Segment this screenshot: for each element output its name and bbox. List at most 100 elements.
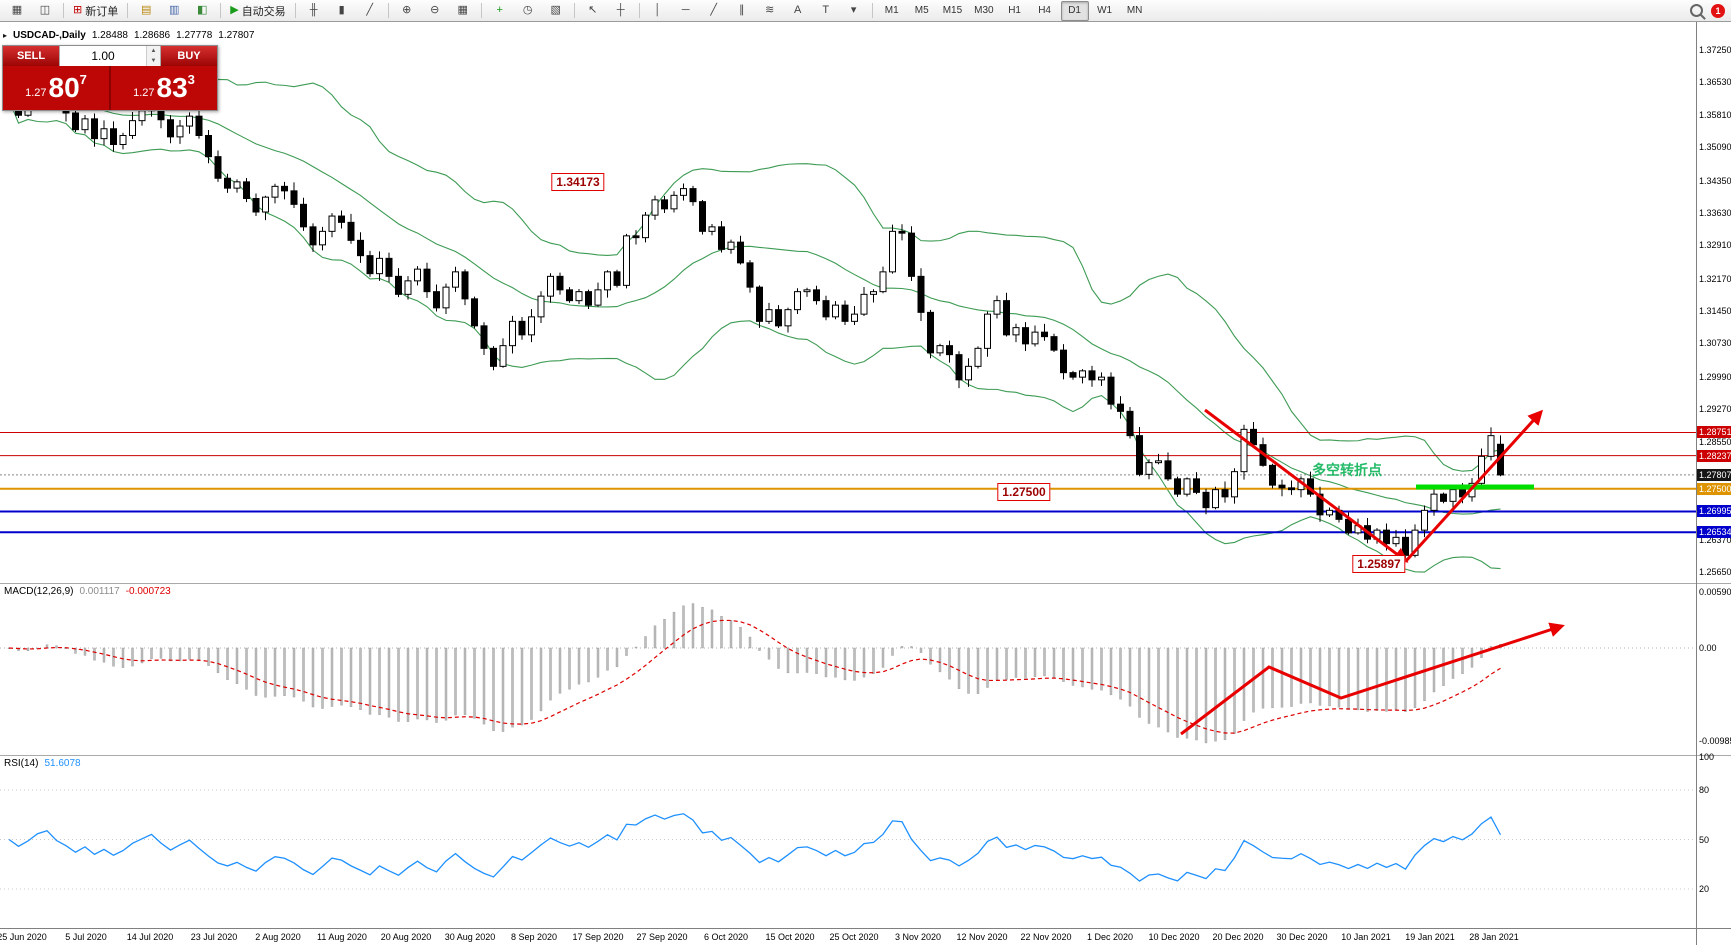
tick-chart-icon[interactable]: ◫	[32, 1, 58, 21]
candlestick-chart-icon: ▮	[338, 4, 345, 16]
main-chart-canvas[interactable]	[0, 22, 1696, 583]
templates-icon[interactable]: ▧	[543, 1, 569, 21]
periods-icon[interactable]: ◷	[515, 1, 541, 21]
trend-arrows[interactable]	[1204, 408, 1544, 563]
charts-grid-icon: ▦	[11, 4, 23, 16]
lot-size-field: ▲ ▼	[59, 46, 161, 66]
macd-signal-value: -0.000723	[125, 586, 171, 597]
rsi-panel-canvas[interactable]	[0, 755, 1696, 928]
price-tick: 1.32910	[1699, 240, 1731, 251]
market-watch-icon[interactable]: ▤	[133, 1, 159, 21]
timeframe-w1[interactable]: W1	[1097, 5, 1113, 16]
crosshair-icon[interactable]: ┼	[608, 1, 634, 21]
data-window-icon[interactable]: ▥	[161, 1, 187, 21]
text-icon[interactable]: A	[785, 1, 811, 21]
lot-size-input[interactable]	[60, 46, 146, 66]
autotrading-button[interactable]: ▶ 自动交易	[226, 1, 289, 21]
timeframe-m15[interactable]: M15	[942, 5, 963, 16]
rsi-axis-tick: 50	[1699, 834, 1710, 845]
trendline-icon[interactable]: ╱	[701, 1, 727, 21]
new-order-button: ⊞	[73, 4, 83, 16]
channel-icon[interactable]: ∥	[729, 1, 755, 21]
price-tick: 1.31450	[1699, 306, 1731, 316]
navigator-icon: ◧	[197, 4, 208, 16]
periods-icon: ◷	[522, 4, 533, 16]
timeframe-h4[interactable]: H4	[1038, 5, 1051, 16]
buy-price[interactable]: 1.27 83 3	[111, 66, 217, 110]
timeframe-m5[interactable]: M5	[914, 5, 929, 16]
bar-chart-icon: ╫	[309, 4, 318, 16]
horizontal-lines	[0, 431, 1696, 534]
macd-trend-arrow[interactable]	[1180, 622, 1565, 736]
navigator-icon[interactable]: ◧	[189, 1, 215, 21]
bar-chart-icon[interactable]: ╫	[301, 1, 327, 21]
horizontal-line-icon[interactable]: ─	[673, 1, 699, 21]
new-order-button-label: 新订单	[85, 5, 119, 18]
sell-price-pip: 7	[79, 71, 87, 87]
cursor-icon[interactable]: ↖	[580, 1, 606, 21]
timeframe-d1[interactable]: D1	[1060, 0, 1089, 21]
timeframe-h1[interactable]: H1	[1008, 5, 1021, 16]
lot-spinner: ▲ ▼	[146, 46, 160, 66]
toolbar-separator	[573, 3, 575, 18]
sell-button[interactable]: SELL	[3, 46, 59, 66]
zoom-out-icon[interactable]: ⊖	[422, 1, 448, 21]
label-icon[interactable]: T	[813, 1, 839, 21]
lot-increase-button[interactable]: ▲	[147, 46, 160, 56]
new-order-button[interactable]: ⊞ 新订单	[69, 1, 122, 21]
collapse-panel-icon[interactable]: ▸	[3, 31, 8, 40]
price-tick: 1.30730	[1699, 338, 1731, 349]
date-label: 10 Dec 2020	[1148, 932, 1200, 942]
toolbar-separator	[294, 3, 296, 18]
notification-badge[interactable]: 1	[1711, 3, 1725, 18]
date-label: 10 Jan 2021	[1341, 932, 1391, 942]
toolbar-groups: ▦ ◫ ⊞ 新订单 ▤ ▥ ◧ ▶ 自动交易 ╫ ▮ ╱ ⊕ ⊖ ▦ + ◷ ▧ ↖ ┼ │ ─ ╱ ∥ ≋ A T ▾ M1 M5 M15…	[4, 0, 1149, 21]
zoom-in-icon[interactable]: ⊕	[394, 1, 420, 21]
price-tick: 1.28550	[1699, 436, 1731, 447]
macd-name: MACD(12,26,9)	[4, 586, 74, 597]
rsi-panel-separator[interactable]	[0, 755, 1731, 756]
price-axis[interactable]: 1.37250 1.36530 1.35810 1.35090 1.34350 1.336…	[1697, 22, 1731, 945]
rsi-axis-tick: 100	[1699, 752, 1715, 762]
sell-price[interactable]: 1.27 80 7	[3, 66, 111, 110]
date-label: 5 Jul 2020	[65, 932, 107, 942]
buy-price-big: 83	[156, 72, 188, 103]
toolbar-separator	[871, 3, 873, 18]
fibonacci-icon[interactable]: ≋	[757, 1, 783, 21]
shapes-dropdown-icon[interactable]: ▾	[841, 1, 867, 21]
tile-windows-icon[interactable]: ▦	[450, 1, 476, 21]
date-label: 8 Sep 2020	[510, 932, 558, 942]
date-label: 1 Dec 2020	[1086, 932, 1134, 942]
vertical-line-icon: │	[654, 4, 662, 16]
macd-main-value: 0.001117	[79, 586, 120, 597]
timeframe-m1[interactable]: M1	[884, 5, 899, 16]
date-label: 20 Aug 2020	[380, 932, 432, 942]
buy-button[interactable]: BUY	[161, 46, 217, 66]
toolbar-separator	[638, 3, 640, 18]
channel-icon: ∥	[738, 4, 745, 16]
line-chart-icon[interactable]: ╱	[357, 1, 383, 21]
candlestick-chart-icon[interactable]: ▮	[329, 1, 355, 21]
trendline-icon: ╱	[710, 4, 717, 16]
price-level-flag: 1.27807	[1697, 468, 1731, 481]
charts-grid-icon[interactable]: ▦	[4, 1, 30, 21]
toolbar-right: 1	[1690, 3, 1725, 18]
bollinger-bands	[8, 71, 1501, 573]
macd-panel-canvas[interactable]	[0, 583, 1696, 755]
date-axis-separator	[0, 928, 1731, 929]
toolbar-separator	[220, 3, 222, 18]
date-axis[interactable]: 25 Jun 2020 5 Jul 2020 14 Jul 2020 23 Jul 2…	[0, 929, 1731, 945]
macd-panel-separator[interactable]	[0, 583, 1731, 584]
timeframe-m30[interactable]: M30	[974, 5, 994, 16]
label-icon: T	[822, 4, 830, 16]
timeframe-mn[interactable]: MN	[1126, 5, 1143, 16]
lot-decrease-button[interactable]: ▼	[147, 56, 160, 66]
ohlc-high: 1.28686	[133, 30, 171, 41]
autotrading-button-label: 自动交易	[241, 5, 286, 18]
search-icon[interactable]	[1690, 4, 1703, 17]
indicators-icon[interactable]: +	[487, 1, 513, 21]
price-axis-border	[1696, 22, 1697, 945]
date-label: 3 Nov 2020	[894, 932, 942, 942]
vertical-line-icon[interactable]: │	[645, 1, 671, 21]
chart-title: ▸ USDCAD-,Daily 1.28488 1.28686 1.27778 …	[3, 30, 254, 41]
